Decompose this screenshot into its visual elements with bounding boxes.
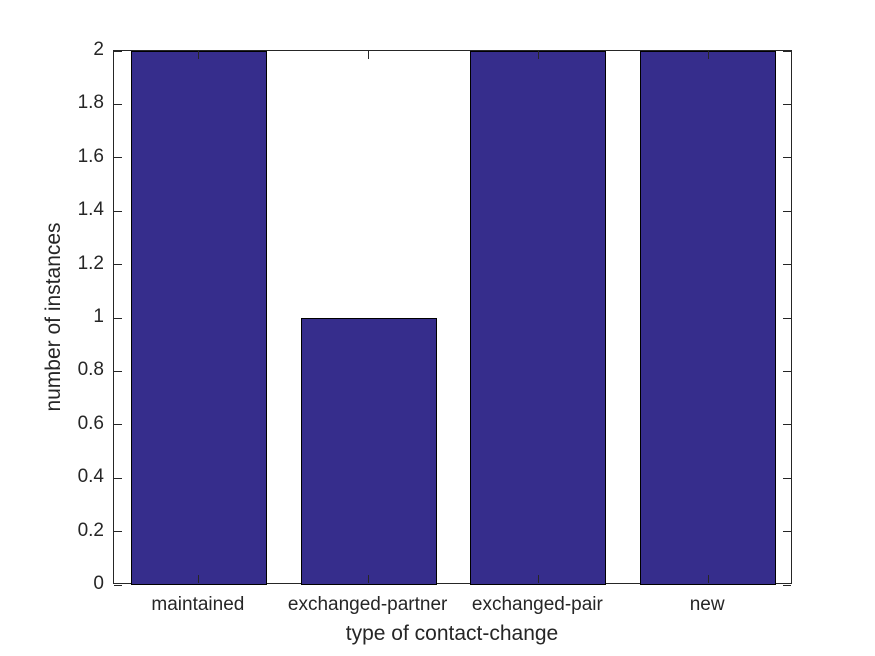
x-tick-label-exchanged-partner: exchanged-partner <box>287 594 448 615</box>
y-tick-label: 1.8 <box>77 92 104 114</box>
y-tick-right <box>783 103 791 105</box>
x-tick-top <box>537 51 539 59</box>
y-tick-left <box>114 477 122 479</box>
y-tick-left <box>114 210 122 212</box>
x-tick-label-maintained: maintained <box>151 594 245 615</box>
x-axis-label: type of contact-change <box>345 622 559 645</box>
y-tick-label: 0.6 <box>77 412 104 434</box>
y-tick-label: 0.8 <box>77 359 104 381</box>
y-tick-right <box>783 50 791 52</box>
y-tick-left <box>114 531 122 533</box>
y-axis-label: number of instances <box>42 222 65 412</box>
y-tick-right <box>783 584 791 586</box>
x-tick-top <box>368 51 370 59</box>
bar-exchanged-pair <box>470 51 607 585</box>
x-tick-bottom <box>198 575 200 583</box>
y-tick-right <box>783 264 791 266</box>
y-tick-label: 1.6 <box>77 145 104 167</box>
x-tick-bottom <box>707 575 709 583</box>
y-tick-label: 1.4 <box>77 199 104 221</box>
y-tick-left <box>114 157 122 159</box>
x-tick-top <box>198 51 200 59</box>
y-tick-label: 0.2 <box>77 519 104 541</box>
x-tick-label-exchanged-pair: exchanged-pair <box>471 594 603 615</box>
y-tick-right <box>783 477 791 479</box>
y-tick-label: 0.4 <box>77 466 104 488</box>
bar-maintained <box>130 51 267 585</box>
y-tick-left <box>114 424 122 426</box>
y-tick-left <box>114 370 122 372</box>
y-tick-left <box>114 103 122 105</box>
y-tick-right <box>783 210 791 212</box>
x-tick-label-new: new <box>689 594 725 615</box>
y-tick-right <box>783 317 791 319</box>
y-tick-label: 1.2 <box>77 252 104 274</box>
y-tick-left <box>114 584 122 586</box>
plot-area <box>113 50 792 586</box>
x-tick-bottom <box>368 575 370 583</box>
y-tick-label: 0 <box>93 573 104 594</box>
x-tick-bottom <box>537 575 539 583</box>
y-tick-right <box>783 157 791 159</box>
y-tick-left <box>114 264 122 266</box>
y-tick-right <box>783 370 791 372</box>
bar-exchanged-partner <box>300 318 437 585</box>
y-tick-label: 2 <box>93 39 104 60</box>
bar-new <box>640 51 777 585</box>
y-tick-left <box>114 317 122 319</box>
y-tick-label: 1 <box>93 306 104 327</box>
y-tick-right <box>783 531 791 533</box>
y-tick-left <box>114 50 122 52</box>
y-tick-right <box>783 424 791 426</box>
x-tick-top <box>707 51 709 59</box>
